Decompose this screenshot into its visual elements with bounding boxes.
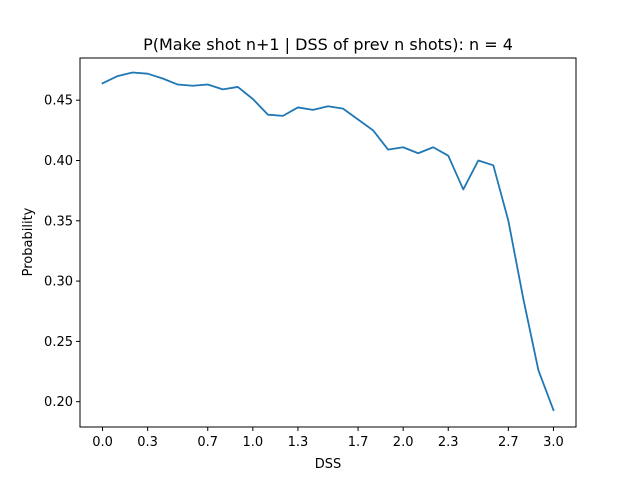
- y-tick-label: 0.45: [44, 94, 73, 109]
- x-axis: 0.0 0.3 0.7 1.0 1.3 1.7 2.0 2.3 2.7 3.0: [92, 427, 564, 450]
- chart-title: P(Make shot n+1 | DSS of prev n shots): …: [143, 35, 513, 54]
- y-tick-label: 0.25: [44, 335, 73, 350]
- series-line: [101, 71, 555, 412]
- x-tick-label: 0.7: [197, 435, 218, 450]
- x-tick-label: 2.3: [438, 435, 459, 450]
- x-axis-label: DSS: [315, 457, 342, 472]
- x-tick-label: 3.0: [543, 435, 564, 450]
- y-axis: 0.20 0.25 0.30 0.35 0.40 0.45: [44, 94, 80, 410]
- x-tick-label: 0.0: [92, 435, 113, 450]
- x-tick-label: 2.7: [498, 435, 519, 450]
- x-tick-label: 2.0: [393, 435, 414, 450]
- x-tick-label: 1.0: [243, 435, 264, 450]
- y-tick-label: 0.20: [44, 395, 73, 410]
- x-tick-label: 1.3: [288, 435, 309, 450]
- plot-frame: [79, 57, 577, 428]
- y-tick-label: 0.35: [44, 214, 73, 229]
- plot-area: [79, 57, 577, 428]
- y-tick-label: 0.30: [44, 275, 73, 290]
- y-tick-label: 0.40: [44, 154, 73, 169]
- x-tick-label: 0.3: [137, 435, 158, 450]
- x-tick-label: 1.7: [348, 435, 369, 450]
- y-axis-label: Probability: [21, 207, 36, 276]
